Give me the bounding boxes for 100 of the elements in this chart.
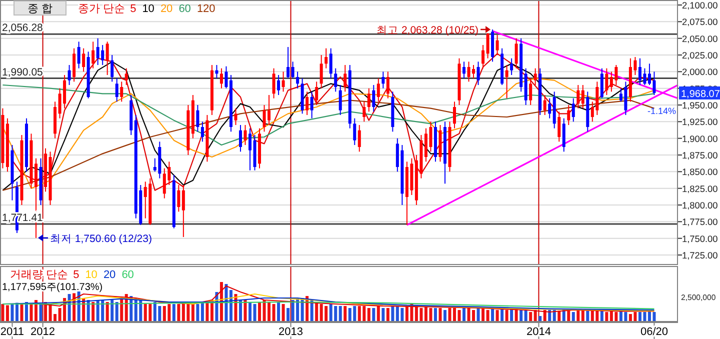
candlestick xyxy=(220,68,223,89)
bar xyxy=(106,302,109,322)
candlestick xyxy=(372,84,376,112)
x-tick-label: 2012 xyxy=(30,326,56,338)
candlestick xyxy=(68,64,71,86)
annotation: 최고 2,063.28 (10/25) xyxy=(376,24,479,36)
y-tick-label: 2,050.00 xyxy=(682,34,718,44)
candlestick xyxy=(77,41,80,69)
y-tick-label: 2,025.00 xyxy=(682,50,718,60)
candlestick xyxy=(282,71,285,92)
bar xyxy=(286,308,290,322)
y-tick-label: 1,825.00 xyxy=(682,184,718,194)
candlestick xyxy=(600,68,604,99)
candlestick xyxy=(200,121,204,142)
series-label: 20 xyxy=(103,269,116,281)
bar xyxy=(277,302,280,322)
legend-title: 종가 단순 xyxy=(78,3,126,15)
bar xyxy=(338,306,342,322)
candlestick xyxy=(382,71,385,89)
series-label: 10 xyxy=(85,269,98,281)
bar xyxy=(586,310,590,322)
bar xyxy=(367,308,370,322)
y-tick-label: 1,850.00 xyxy=(682,167,718,178)
candlestick xyxy=(110,54,114,82)
x-tick-label: 2013 xyxy=(278,326,304,338)
candlestick xyxy=(277,74,280,96)
candlestick xyxy=(315,81,318,106)
bar xyxy=(206,302,209,322)
bar xyxy=(282,304,285,322)
candlestick xyxy=(82,48,86,72)
candlestick xyxy=(244,124,247,146)
candlestick xyxy=(567,104,570,126)
text: 10 xyxy=(142,3,154,15)
candlestick xyxy=(376,78,380,102)
bar xyxy=(10,304,14,322)
candlestick xyxy=(558,111,561,142)
bar xyxy=(20,304,24,322)
bar xyxy=(253,304,256,322)
candlestick xyxy=(529,78,532,106)
ref-line-label: 1,990.05 xyxy=(2,66,44,78)
bar xyxy=(92,302,95,322)
bar xyxy=(196,304,200,322)
candlestick xyxy=(329,48,332,79)
candlestick xyxy=(224,66,228,89)
bar xyxy=(39,304,42,322)
text: 20 xyxy=(160,3,173,15)
candlestick xyxy=(505,64,508,99)
x-tick-label: 2011 xyxy=(0,326,24,338)
candlestick xyxy=(581,84,584,109)
candlestick xyxy=(548,98,552,119)
annotation: -1.14% xyxy=(647,106,676,116)
bar xyxy=(248,302,252,322)
y-tick-label: 1,925.00 xyxy=(682,117,718,128)
bar xyxy=(391,306,394,322)
candlestick xyxy=(576,84,580,109)
candlestick xyxy=(115,78,118,102)
bar xyxy=(448,308,452,322)
text: 5 xyxy=(130,3,136,15)
y-tick-label: 1,950.00 xyxy=(682,100,718,110)
bar xyxy=(462,308,466,322)
candlestick xyxy=(605,68,608,96)
text: 60 xyxy=(178,3,191,15)
candlestick xyxy=(196,104,200,132)
candlestick xyxy=(386,71,390,99)
ref-line-label: 2,056.28 xyxy=(2,22,44,34)
y-tick-label: 2,000.00 xyxy=(682,67,718,78)
candlestick xyxy=(338,84,342,116)
candlestick xyxy=(534,68,537,86)
bar xyxy=(386,308,390,322)
bar xyxy=(486,310,490,322)
candlestick xyxy=(92,41,95,69)
bar xyxy=(496,310,499,322)
bar xyxy=(110,300,114,322)
candlestick xyxy=(543,94,546,116)
candlestick xyxy=(353,118,356,146)
x-tick-label: 06/20 xyxy=(640,326,668,338)
bar xyxy=(443,310,446,322)
bar xyxy=(372,308,376,322)
bar xyxy=(1,304,4,322)
bar xyxy=(376,306,380,322)
candlestick xyxy=(324,48,328,69)
text: 120 xyxy=(196,3,216,15)
candlestick xyxy=(476,61,480,86)
candlestick xyxy=(562,118,566,152)
bar xyxy=(177,304,180,322)
candlestick xyxy=(310,91,314,119)
candlestick xyxy=(106,41,109,76)
candlestick xyxy=(496,34,499,56)
candlestick xyxy=(182,184,185,238)
bar xyxy=(258,302,262,322)
candlestick xyxy=(452,101,456,129)
candlestick xyxy=(462,61,466,79)
candlestick xyxy=(514,38,518,69)
chart-title: 종 합 xyxy=(27,3,53,15)
y-tick-label: 2,100.00 xyxy=(682,0,718,10)
candlestick xyxy=(482,44,485,69)
candlestick xyxy=(320,54,323,89)
annotation: 최저 1,750.60 (12/23) xyxy=(50,232,152,245)
candlestick xyxy=(296,71,300,89)
annotation: 1,968.07 xyxy=(681,88,720,100)
